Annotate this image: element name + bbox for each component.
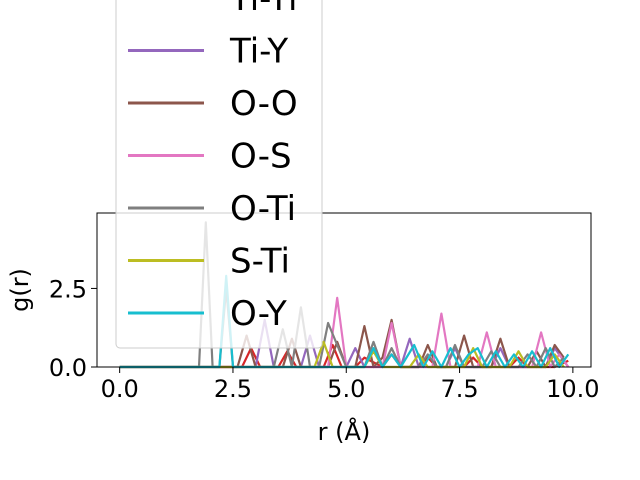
- y-tick-label: 0.0: [49, 354, 87, 382]
- series-line-o-s: [119, 296, 570, 369]
- legend: Ti-Ti Ti-Y O-O O-S O-Ti S-Ti O-Y: [115, 0, 323, 349]
- x-tick-label: 0.0: [101, 375, 139, 403]
- legend-label-o-o: O-O: [230, 84, 298, 124]
- legend-label-ti-ti: Ti-Ti: [229, 0, 298, 19]
- y-axis-label: g(r): [6, 268, 34, 312]
- y-tick-label: 2.5: [49, 275, 87, 303]
- x-tick-label: 5.0: [327, 375, 365, 403]
- legend-label-ti-y: Ti-Y: [229, 32, 288, 72]
- x-tick-label: 2.5: [214, 375, 252, 403]
- x-tick-label: 7.5: [440, 375, 478, 403]
- legend-label-o-ti: O-Ti: [230, 189, 296, 229]
- x-tick-label: 10.0: [546, 375, 599, 403]
- x-axis: 0.0 2.5 5.0 7.5 10.0: [101, 367, 600, 403]
- legend-label-o-y: O-Y: [230, 294, 287, 334]
- y-axis: 0.0 2.5: [49, 275, 97, 382]
- legend-label-s-ti: S-Ti: [230, 242, 290, 282]
- plot-frame: [96, 212, 592, 368]
- x-axis-label: r (Å): [318, 417, 371, 446]
- legend-label-o-s: O-S: [230, 137, 292, 177]
